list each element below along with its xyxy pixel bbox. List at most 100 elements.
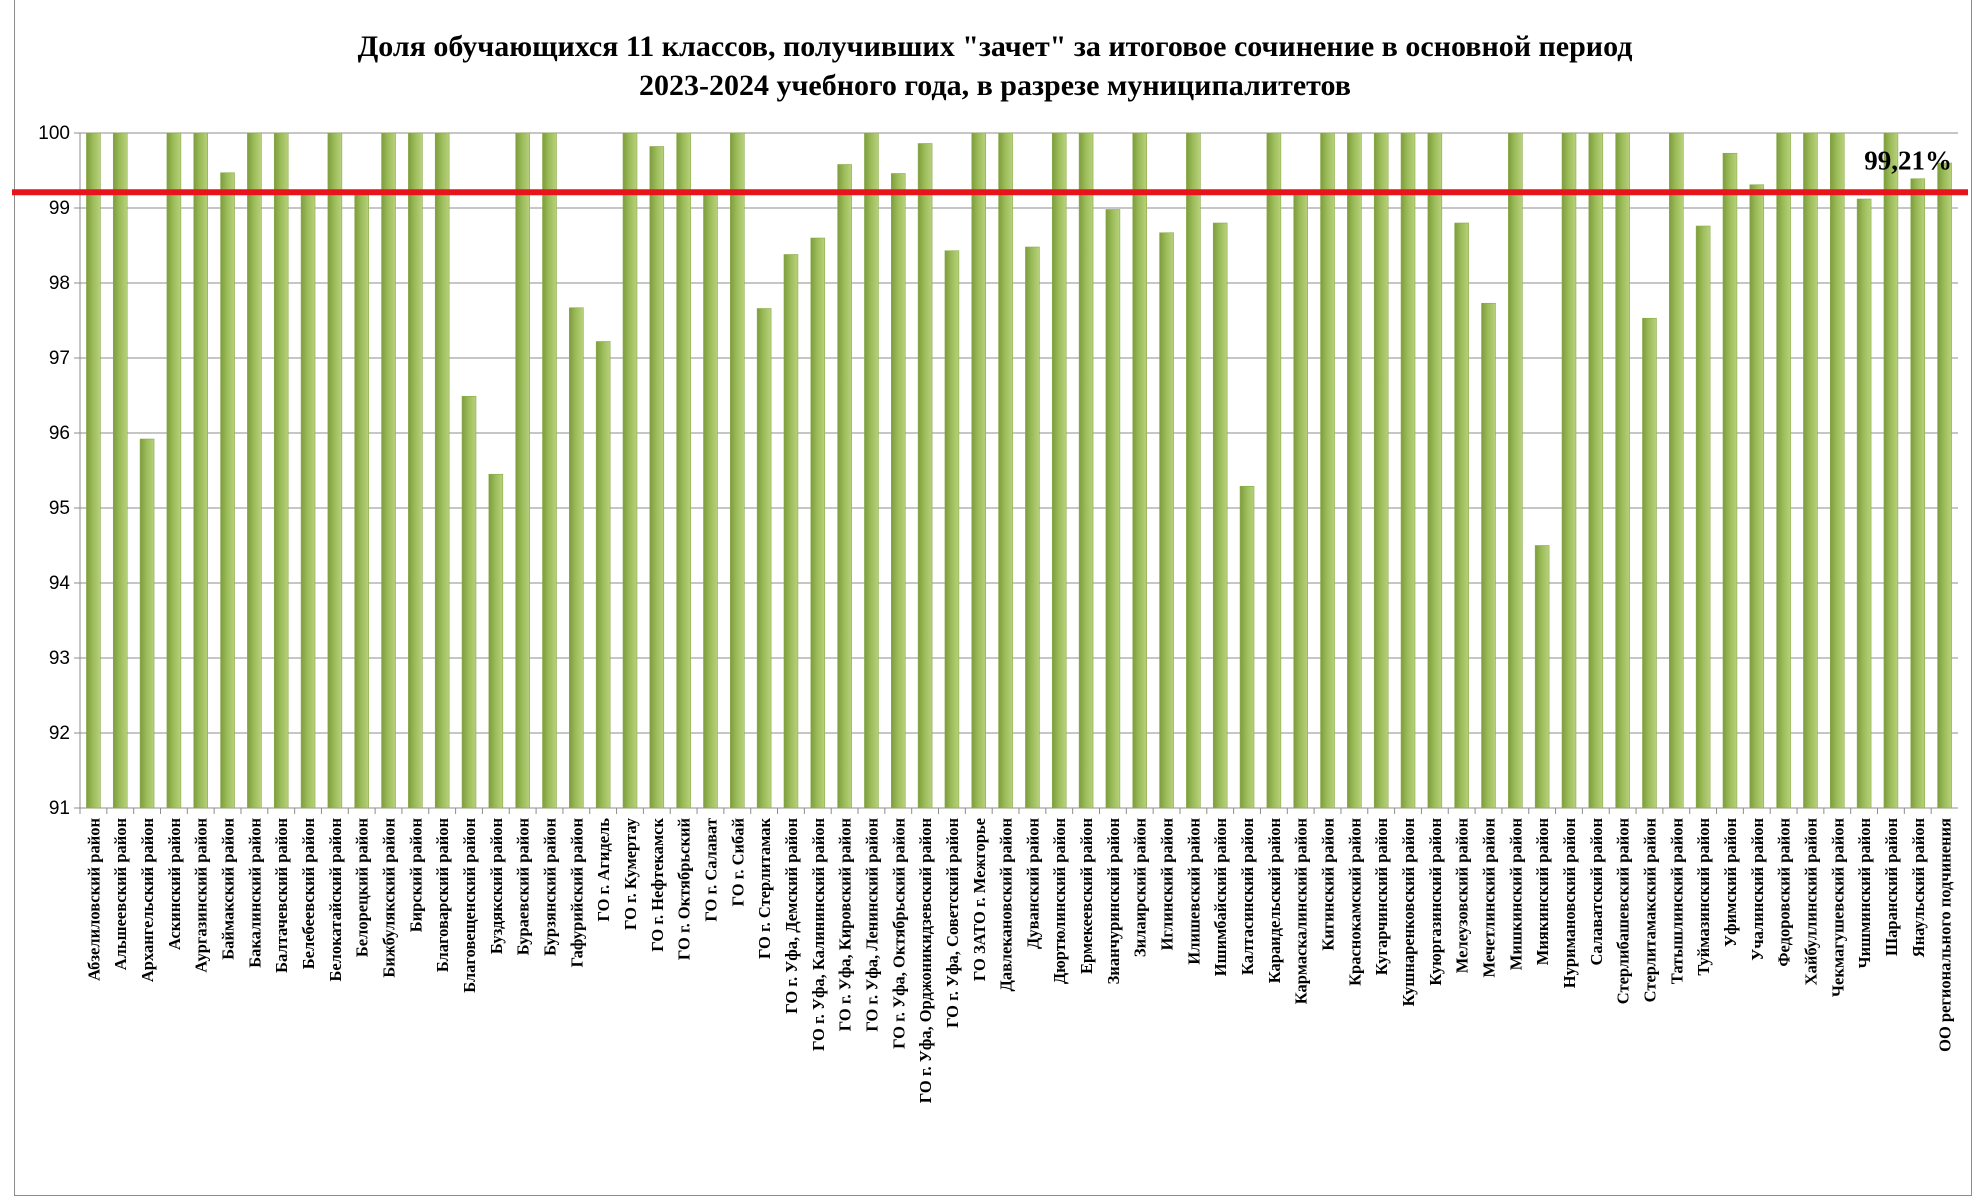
bar bbox=[837, 164, 852, 809]
bar bbox=[1776, 132, 1791, 809]
x-tick-label: Калтасинский район bbox=[1238, 818, 1257, 975]
reference-line-label: 99,21% bbox=[1864, 145, 1952, 175]
x-tick-label: Чишминский район bbox=[1855, 818, 1874, 969]
bar bbox=[1320, 132, 1335, 809]
x-tick-label: Благоварский район bbox=[433, 818, 452, 973]
bar bbox=[408, 132, 423, 809]
x-tick-label: Шаранский район bbox=[1882, 818, 1901, 956]
x-tick-label: Кугарчинский район bbox=[1372, 818, 1391, 976]
x-tick-label: ГО г. Сибай bbox=[728, 818, 747, 907]
bar bbox=[1212, 222, 1228, 809]
bar bbox=[1695, 225, 1711, 809]
bar bbox=[730, 132, 745, 809]
x-tick-label: Нуримановский район bbox=[1560, 818, 1579, 989]
bar bbox=[1910, 178, 1926, 809]
bar bbox=[1025, 246, 1040, 809]
x-tick-label: Белебеевский район bbox=[299, 818, 318, 970]
bar bbox=[166, 132, 182, 809]
x-tick-label: Кигинский район bbox=[1319, 818, 1338, 951]
bar bbox=[273, 132, 289, 809]
x-tick-label: Караидельский район bbox=[1265, 818, 1284, 984]
bar bbox=[1481, 302, 1496, 809]
x-tick-label: Буздякский район bbox=[487, 818, 506, 955]
x-tick-label: Альшеевский район bbox=[111, 818, 130, 971]
bars bbox=[86, 132, 1952, 809]
bar bbox=[354, 194, 369, 809]
x-tick-label: Федоровский район bbox=[1775, 818, 1794, 967]
bar bbox=[649, 146, 665, 809]
x-tick-label: Бурзянский район bbox=[541, 818, 560, 956]
bar bbox=[1373, 132, 1389, 809]
bar bbox=[1561, 132, 1577, 809]
bar bbox=[1132, 132, 1148, 809]
bar bbox=[1400, 132, 1416, 809]
x-tick-label: Ишимбайский район bbox=[1211, 818, 1230, 977]
bar bbox=[1803, 132, 1818, 809]
x-tick-label: Мечетлинский район bbox=[1480, 818, 1499, 978]
x-tick-label: ГО г. Кумертау bbox=[621, 817, 640, 930]
x-tick-label: Бураевский район bbox=[514, 818, 533, 956]
bar bbox=[1615, 132, 1630, 809]
x-tick-label: Учалинский район bbox=[1748, 818, 1767, 961]
bar bbox=[112, 132, 128, 809]
bar bbox=[1937, 162, 1952, 809]
bar bbox=[1105, 209, 1121, 809]
y-tick-label: 98 bbox=[49, 273, 70, 294]
bar bbox=[381, 132, 396, 809]
bar bbox=[676, 132, 691, 809]
bar bbox=[86, 132, 101, 809]
bar bbox=[1722, 152, 1738, 809]
x-tick-label: Илишевский район bbox=[1184, 818, 1203, 965]
x-tick-label: Ермекеевский район bbox=[1077, 818, 1096, 975]
x-tick-label: ГО г. Салават bbox=[701, 818, 720, 922]
x-tick-labels: Абзелиловский район Альшеевский район Арха… bbox=[84, 817, 1954, 1103]
x-tick-label: ГО г. Уфа, Кировский район bbox=[836, 818, 855, 1032]
x-tick-label: Давлекановский район bbox=[997, 818, 1016, 992]
bar bbox=[139, 438, 155, 809]
x-tick-label: ГО г. Октябрьский bbox=[675, 818, 694, 961]
x-tick-label: Бакалинский район bbox=[245, 818, 264, 968]
x-tick-label: Стерлитамакский район bbox=[1640, 818, 1659, 1003]
bar bbox=[622, 132, 638, 809]
x-tick-label: Аургазинский район bbox=[192, 818, 211, 973]
y-tick-labels: 91 92 93 94 95 96 97 98 99 100 bbox=[38, 123, 70, 819]
chart-title: Доля обучающихся 11 классов, получивших … bbox=[358, 30, 1633, 63]
x-tick-label: ГО г. Уфа, Октябрьский район bbox=[889, 818, 908, 1049]
x-tick-label: Бижбулякский район bbox=[380, 818, 399, 978]
x-tick-label: ГО г. Стерлитамак bbox=[755, 818, 774, 960]
x-tick-label: Янаульский район bbox=[1909, 818, 1928, 958]
bar bbox=[1829, 132, 1845, 809]
x-tick-label: Белокатайский район bbox=[326, 818, 345, 982]
bar bbox=[247, 132, 262, 809]
bar bbox=[1293, 194, 1308, 809]
bar bbox=[300, 194, 316, 809]
bar bbox=[515, 132, 530, 809]
bar bbox=[864, 132, 879, 809]
bar bbox=[461, 395, 477, 809]
bar bbox=[998, 132, 1013, 809]
x-tick-label: ГО г. Уфа, Орджоникидзевский район bbox=[916, 818, 935, 1104]
x-tick-label: Краснокамский район bbox=[1345, 818, 1364, 986]
bar bbox=[810, 237, 826, 809]
x-tick-label: Мелеузовский район bbox=[1453, 818, 1472, 974]
bar bbox=[595, 341, 611, 809]
x-tick-label: Куюргазинский район bbox=[1426, 818, 1445, 986]
x-tick-label: ГО г. Уфа, Демский район bbox=[782, 818, 801, 1014]
bar bbox=[569, 307, 584, 809]
y-tick-label: 100 bbox=[38, 123, 70, 144]
x-tick-label: Архангельский район bbox=[138, 818, 157, 983]
x-tick-label: ОО регионального подчинения bbox=[1936, 818, 1955, 1052]
x-tick-label: Чекмагушевский район bbox=[1828, 818, 1847, 998]
x-tick-label: Дуванский район bbox=[1023, 818, 1042, 949]
bar bbox=[1159, 232, 1174, 809]
x-tick-label: Салаватский район bbox=[1587, 818, 1606, 966]
x-tick-label: Балтачевский район bbox=[272, 818, 291, 973]
bar bbox=[756, 308, 772, 809]
x-tick-label: ГО г. Уфа, Советский район bbox=[943, 818, 962, 1028]
x-tick-label: Кушнаренковский район bbox=[1399, 818, 1418, 1007]
bar bbox=[1454, 222, 1469, 809]
y-tick-label: 92 bbox=[49, 723, 70, 744]
x-tick-label: Стерлибашевский район bbox=[1614, 818, 1633, 1005]
x-tick-label: Иглинский район bbox=[1158, 818, 1177, 951]
